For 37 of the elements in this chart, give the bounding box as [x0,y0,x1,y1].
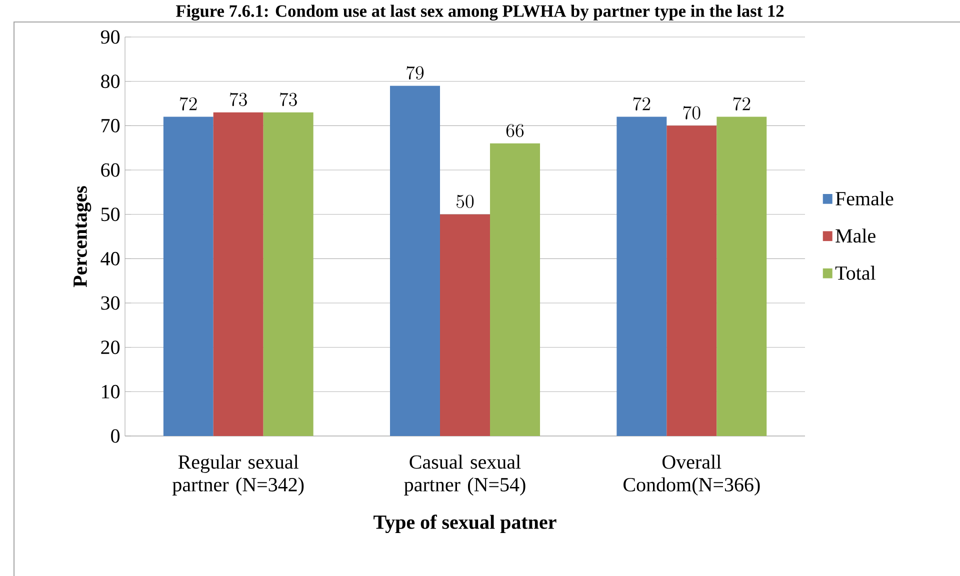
bar [616,116,667,436]
y-tick-label: 80 [101,74,120,88]
y-tick-label: 60 [101,163,120,177]
bar [716,116,767,436]
data-label: 73 [230,92,247,106]
x-tick-label: Regular sexual partner (N=342) [172,454,304,496]
data-label: 72 [733,97,750,110]
y-tick-label: 50 [101,208,120,222]
legend-label: Male [836,228,876,243]
y-tick-label: 20 [101,340,120,354]
bar [490,143,540,436]
data-label: 70 [683,106,700,120]
bar [666,126,717,436]
x-tick-label: Casual sexual partner (N=54) [404,454,526,496]
legend-label: Total [835,266,876,280]
y-tick-label: 40 [100,252,120,266]
legend-label: Female [836,191,894,206]
data-label: 50 [456,194,474,208]
data-label: 66 [506,124,524,138]
x-axis-title: Type of sexual patner [374,514,556,534]
x-tick-label: Overall Condom(N=366) [624,454,760,496]
data-label: 79 [406,66,424,80]
data-label: 73 [280,92,297,106]
y-tick-label: 90 [100,30,120,44]
bar [440,214,490,436]
bar [263,112,314,436]
chart-title: Figure 7.6.1: Condom use at last sex among PLWHA by partner type in the last 12 [176,4,784,21]
y-tick-label: 0 [111,429,120,443]
y-tick-label: 10 [102,384,120,398]
data-label: 72 [633,97,650,110]
bar [213,112,264,436]
y-tick-label: 70 [102,118,120,132]
y-tick-label: 30 [101,296,120,310]
bar [163,116,214,436]
bar [390,86,440,436]
data-label: 72 [180,97,197,110]
y-axis-title: Percentages [74,186,92,288]
